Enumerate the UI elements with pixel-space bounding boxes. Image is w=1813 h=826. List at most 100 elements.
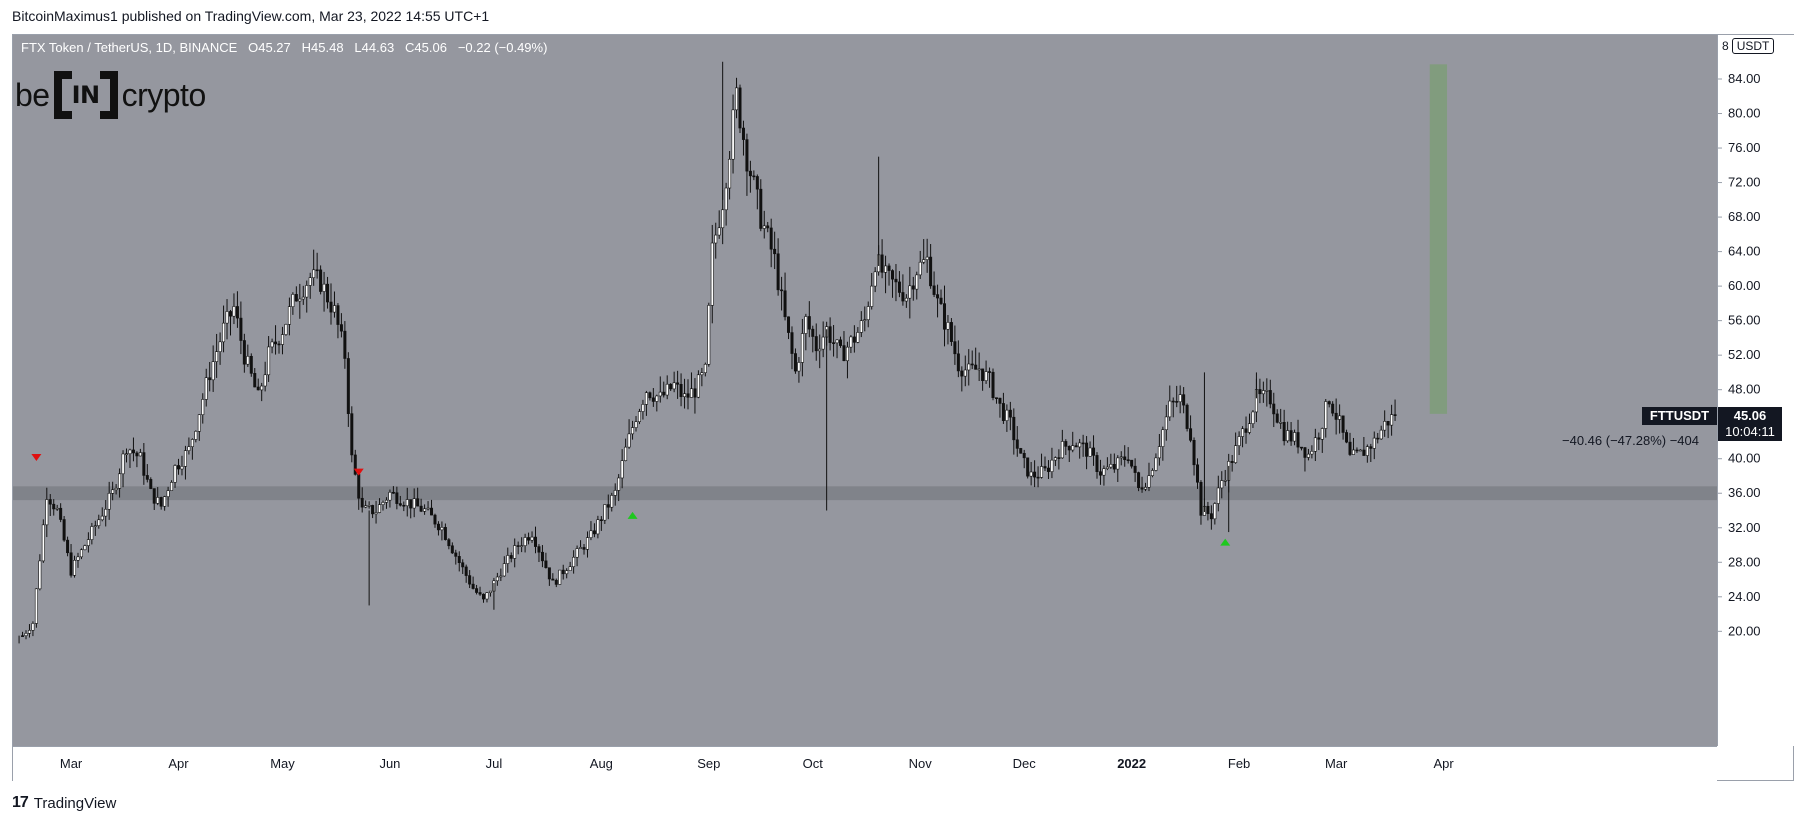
candle — [655, 394, 659, 412]
candle-body-down — [1085, 442, 1089, 457]
candle-body-up — [658, 391, 662, 397]
candle — [90, 522, 94, 545]
candle — [1085, 436, 1089, 470]
candle-body-down — [773, 248, 777, 255]
candle — [322, 271, 326, 312]
symbol-legend: FTX Token / TetherUS, 1D, BINANCE O45.27… — [21, 40, 547, 55]
candle-body-down — [662, 391, 666, 396]
candle — [409, 499, 413, 519]
candle — [242, 333, 246, 373]
candle-body-up — [1116, 457, 1120, 470]
candle — [776, 238, 780, 296]
candle-body-up — [731, 109, 735, 160]
candle-body-up — [440, 527, 444, 531]
candle — [107, 481, 111, 520]
price-axis[interactable]: 84.00 80.00 76.00 72.00 68.00 64.00 60.00 56.00… — [1717, 35, 1794, 746]
candle-body-up — [804, 316, 808, 334]
candle-body-up — [710, 242, 714, 306]
candle — [1390, 404, 1394, 436]
candle — [918, 250, 922, 279]
candle — [280, 326, 284, 355]
time-axis-svg: Mar Apr May Jun Jul Aug Sep Oct Nov Dec 2022 Feb Mar… — [60, 756, 1455, 771]
candle — [114, 484, 118, 495]
candle — [426, 501, 430, 511]
logo-bracket-top-right — [99, 71, 118, 79]
candle — [506, 547, 510, 573]
candle — [170, 480, 174, 491]
price-chart[interactable] — [13, 35, 1717, 746]
candle — [561, 564, 565, 580]
candle — [215, 333, 219, 378]
candle-body-up — [627, 433, 631, 448]
candle-body-up — [1234, 445, 1238, 463]
candle — [412, 488, 416, 518]
candle-body-down — [783, 290, 787, 318]
candle — [1171, 397, 1175, 418]
candle — [100, 507, 104, 522]
candle-body-down — [149, 479, 153, 489]
candle — [710, 224, 714, 324]
candle-body-down — [970, 363, 974, 366]
candle — [253, 368, 257, 388]
candle-body-up — [381, 502, 385, 505]
candle — [835, 339, 839, 359]
candle-body-down — [766, 225, 770, 229]
candle — [911, 276, 915, 301]
candle-body-up — [1247, 423, 1251, 433]
candle-body-up — [1237, 436, 1241, 446]
candle — [287, 297, 291, 336]
candle — [436, 521, 440, 536]
candle-body-down — [1296, 432, 1300, 448]
candle — [1299, 446, 1303, 451]
plot-area[interactable] — [13, 35, 1717, 746]
candle — [1241, 426, 1245, 448]
candle-body-down — [745, 139, 749, 172]
candle-body-up — [631, 427, 635, 435]
candle-body-up — [624, 446, 628, 461]
candle — [142, 443, 146, 485]
candle — [828, 317, 832, 351]
footer: 17 TradingView — [12, 794, 116, 812]
candle-body-down — [1192, 440, 1196, 466]
candle-body-up — [1213, 503, 1217, 520]
candle-body-down — [769, 227, 773, 250]
candle — [430, 499, 434, 516]
candle — [1081, 434, 1085, 457]
candle-body-up — [100, 515, 104, 521]
price-tick-label: 84.00 — [1728, 71, 1761, 86]
candle-body-up — [1220, 480, 1224, 489]
candle-body-down — [1334, 412, 1338, 420]
candle — [93, 520, 97, 536]
candle — [1196, 458, 1200, 489]
candle — [1102, 465, 1106, 486]
candle-body-up — [800, 333, 804, 363]
time-tick-label: Dec — [1013, 756, 1037, 771]
candle-body-up — [963, 369, 967, 377]
candle — [260, 382, 264, 402]
candle — [672, 371, 676, 393]
candle-body-up — [502, 563, 506, 577]
candle-body-down — [371, 505, 375, 515]
candle-body-down — [159, 497, 163, 507]
logo-text-crypto: crypto — [121, 76, 207, 113]
candle — [159, 496, 163, 510]
candle-body-down — [1022, 452, 1026, 459]
candle — [339, 313, 343, 338]
candle — [624, 438, 628, 462]
candle — [634, 416, 638, 432]
candle — [346, 352, 350, 427]
time-axis[interactable]: Mar Apr May Jun Jul Aug Sep Oct Nov Dec 2022 Feb Mar… — [13, 746, 1717, 781]
candle-body-down — [1244, 428, 1248, 433]
candle — [1116, 455, 1120, 482]
candle — [1327, 400, 1331, 408]
candle — [1372, 431, 1376, 460]
candle — [294, 286, 298, 302]
symbol-title[interactable]: FTX Token / TetherUS, 1D, BINANCE — [21, 40, 238, 55]
logo-text-be: be — [15, 76, 50, 113]
candle-body-up — [364, 505, 368, 508]
candle-body-up — [1358, 449, 1362, 452]
currency-badge[interactable]: 8 USDT — [1722, 38, 1775, 54]
candle-body-down — [554, 579, 558, 585]
candle — [138, 448, 142, 457]
candle — [582, 544, 586, 555]
